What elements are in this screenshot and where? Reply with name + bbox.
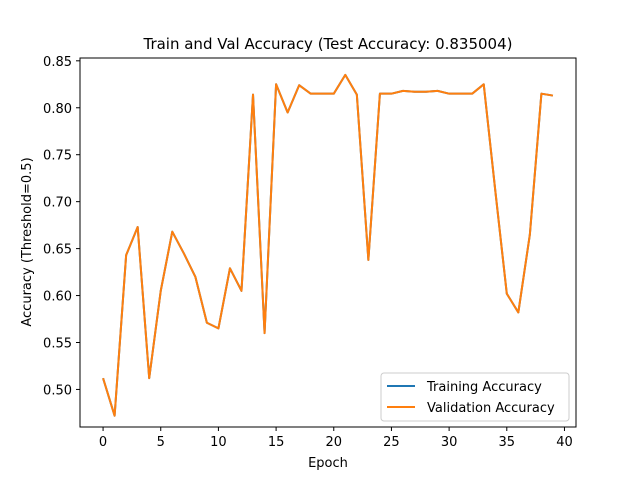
x-tick-label: 35 xyxy=(499,435,516,450)
x-tick-label: 10 xyxy=(210,435,227,450)
plot-frame xyxy=(79,57,577,428)
y-axis-label: Accuracy (Threshold=0.5) xyxy=(20,157,35,326)
legend-box xyxy=(380,372,570,422)
series-line-validation xyxy=(102,73,554,417)
chart-title: Train and Val Accuracy (Test Accuracy: 0… xyxy=(142,35,512,53)
y-tick-label: 0.80 xyxy=(43,102,72,117)
y-tick-label: 0.60 xyxy=(43,290,72,305)
x-tick-label: 40 xyxy=(556,435,573,450)
y-tick-label: 0.55 xyxy=(43,336,72,351)
data-lines xyxy=(102,73,554,417)
legend-label-training: Training Accuracy xyxy=(426,380,542,395)
x-tick-label: 25 xyxy=(383,435,400,450)
legend: Training Accuracy Validation Accuracy xyxy=(380,372,570,422)
x-axis-label: Epoch xyxy=(308,456,348,471)
axes-ticks: 0 5 10 15 20 25 30 35 40 0.50 0.55 0.60 0.65 0.70 0.75… xyxy=(43,55,573,450)
x-tick-label: 20 xyxy=(325,435,342,450)
y-tick-label: 0.50 xyxy=(43,383,72,398)
x-tick-label: 0 xyxy=(99,435,107,450)
x-tick-label: 15 xyxy=(268,435,285,450)
y-tick-label: 0.75 xyxy=(43,149,72,164)
y-tick-label: 0.85 xyxy=(43,55,72,70)
x-tick-label: 30 xyxy=(441,435,458,450)
y-tick-label: 0.70 xyxy=(43,196,72,211)
legend-label-validation: Validation Accuracy xyxy=(427,401,555,416)
y-tick-label: 0.65 xyxy=(43,243,72,258)
x-tick-label: 5 xyxy=(157,435,165,450)
